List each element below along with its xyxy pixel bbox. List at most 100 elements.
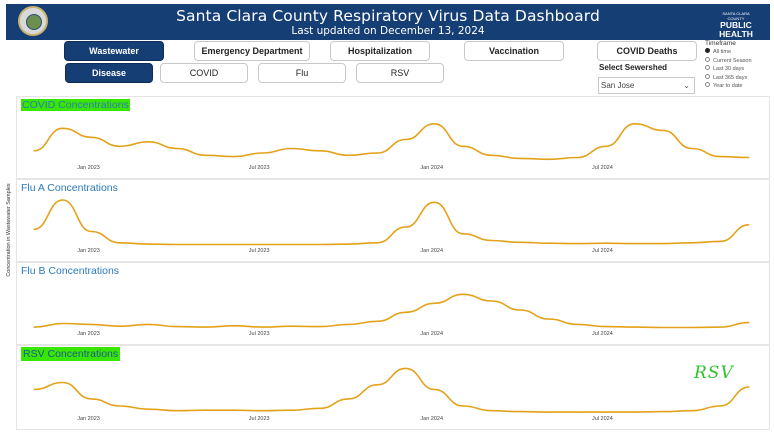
data-point xyxy=(119,145,121,147)
county-seal-icon xyxy=(18,6,48,36)
series-line xyxy=(33,367,750,413)
chart-title: RSV Concentrations xyxy=(21,347,121,361)
data-point xyxy=(719,326,722,328)
data-point xyxy=(405,311,407,313)
data-point xyxy=(662,411,664,413)
data-point xyxy=(519,157,521,159)
data-point xyxy=(433,201,435,203)
radio-selected-icon xyxy=(705,48,710,54)
data-point xyxy=(462,145,464,147)
chart-title: COVID Concentrations xyxy=(21,99,130,111)
timeframe-option-last-365-days[interactable]: Last 365 days xyxy=(705,73,752,83)
data-point xyxy=(433,302,435,304)
timeframe-filter: Timeframe All time Current Season Last 3… xyxy=(705,40,752,91)
flu-a-chart-panel: Flu A Concentrations Jan 2023 Jul 2023 Jan… xyxy=(16,179,770,262)
chart-title: Flu B Concentrations xyxy=(21,265,120,277)
emergency-department-tab[interactable]: Emergency Department xyxy=(194,41,310,61)
data-point xyxy=(33,150,35,152)
data-point xyxy=(147,141,149,143)
data-point xyxy=(233,243,235,246)
dashboard-header: Santa Clara County Respiratory Virus Dat… xyxy=(6,4,770,40)
data-point xyxy=(691,242,693,244)
vaccination-tab[interactable]: Vaccination xyxy=(464,41,564,61)
data-point xyxy=(519,241,521,243)
data-point xyxy=(319,150,321,152)
flu-button[interactable]: Flu xyxy=(258,63,346,83)
rsv-button[interactable]: RSV xyxy=(356,63,444,83)
x-tick-label: Jul 2023 xyxy=(248,248,270,254)
x-tick-label: Jan 2024 xyxy=(420,165,444,171)
data-point xyxy=(319,243,321,246)
sewershed-dropdown[interactable]: San Jose ⌄ xyxy=(598,77,695,94)
data-point xyxy=(576,323,579,325)
data-point xyxy=(319,407,321,409)
data-point xyxy=(519,309,521,311)
covid-deaths-tab[interactable]: COVID Deaths xyxy=(597,41,697,61)
covid-chart-panel: COVID Concentrations Jan 2023 Jul 2023 Jan… xyxy=(16,96,770,179)
data-point xyxy=(662,243,664,245)
timeframe-title: Timeframe xyxy=(705,40,736,47)
data-point xyxy=(376,242,378,244)
data-point xyxy=(119,242,121,244)
x-tick-label: Jan 2024 xyxy=(420,331,444,337)
covid-button[interactable]: COVID xyxy=(160,63,248,83)
data-point xyxy=(576,156,579,159)
hospitalization-tab[interactable]: Hospitalization xyxy=(330,41,430,61)
line-chart xyxy=(33,122,750,161)
disease-comparison-button[interactable]: Disease Comparison xyxy=(65,63,153,96)
wastewater-tab[interactable]: Wastewater xyxy=(64,41,164,61)
data-point xyxy=(719,405,722,407)
data-point xyxy=(605,242,607,244)
timeframe-option-year-to-date[interactable]: Year to date xyxy=(705,82,752,91)
data-point xyxy=(634,326,636,328)
data-point xyxy=(90,230,92,233)
data-point xyxy=(691,326,693,329)
sewershed-value: San Jose xyxy=(601,81,635,90)
x-tick-label: Jan 2023 xyxy=(77,165,100,171)
x-tick-label: Jan 2023 xyxy=(77,248,100,254)
data-point xyxy=(62,381,64,384)
data-point xyxy=(205,409,207,411)
data-point xyxy=(62,127,64,129)
series-line xyxy=(33,122,750,161)
timeframe-option-last-30-days[interactable]: Last 30 days xyxy=(705,65,752,74)
radio-icon xyxy=(705,73,710,79)
x-tick-label: Jul 2024 xyxy=(592,165,613,171)
data-point xyxy=(147,323,149,325)
data-point xyxy=(605,326,607,328)
data-point xyxy=(548,318,550,320)
radio-icon xyxy=(705,82,710,88)
series-line xyxy=(33,293,750,329)
data-point xyxy=(462,293,464,295)
data-point xyxy=(348,323,350,325)
data-point xyxy=(691,410,693,412)
data-point xyxy=(262,410,264,412)
data-point xyxy=(376,320,378,322)
data-point xyxy=(33,326,35,328)
data-point xyxy=(90,398,92,400)
data-point xyxy=(748,322,750,324)
data-point xyxy=(491,410,493,412)
data-point xyxy=(33,228,35,230)
x-tick-label: Jan 2024 xyxy=(420,416,444,422)
data-point xyxy=(290,409,292,411)
data-point xyxy=(605,145,607,147)
data-point xyxy=(62,199,64,201)
data-point xyxy=(90,136,92,138)
data-point xyxy=(205,154,207,156)
x-tick-label: Jul 2023 xyxy=(248,416,270,422)
data-point xyxy=(519,411,521,413)
page-title: Santa Clara County Respiratory Virus Dat… xyxy=(176,7,600,25)
timeframe-option-current-season[interactable]: Current Season xyxy=(705,56,752,66)
data-point xyxy=(176,147,178,150)
flu-b-chart-panel: Flu B Concentrations Jan 2023 Jul 2023 Jan… xyxy=(16,262,770,345)
data-point xyxy=(634,243,636,245)
timeframe-option-all-time[interactable]: All time xyxy=(705,48,752,57)
data-point xyxy=(433,388,435,391)
x-tick-label: Jul 2024 xyxy=(592,331,613,337)
data-point xyxy=(719,156,722,158)
x-tick-label: Jan 2023 xyxy=(77,416,100,422)
data-point xyxy=(605,411,607,413)
data-point xyxy=(405,367,407,369)
data-point xyxy=(491,154,493,156)
